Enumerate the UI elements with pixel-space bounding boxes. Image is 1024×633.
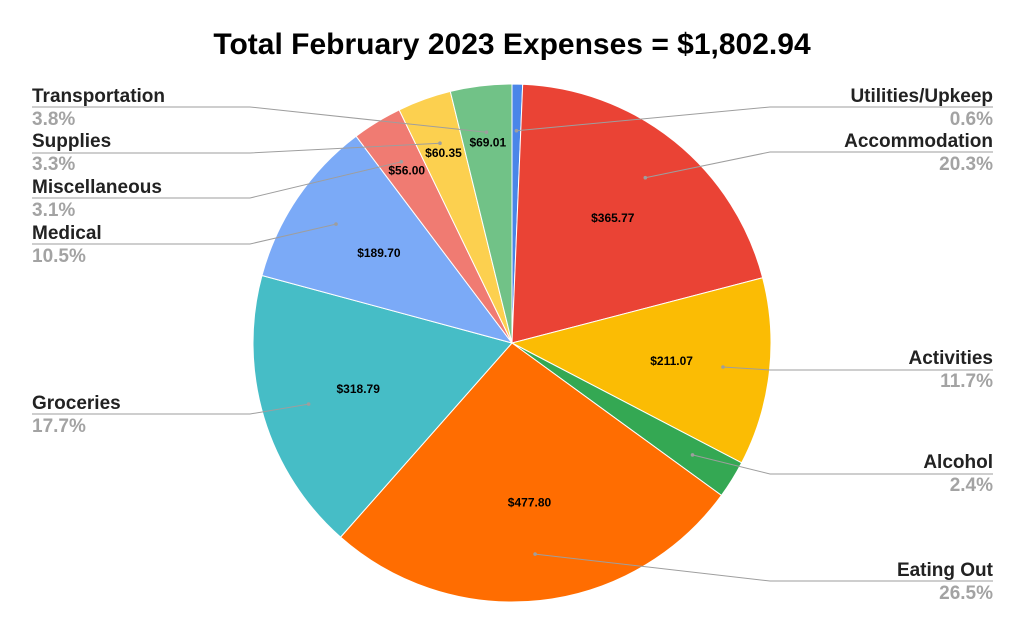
leader-dot-utilities-upkeep — [514, 128, 519, 133]
leader-dot-transportation — [484, 130, 489, 134]
legend-item-transportation: Transportation 3.8% — [32, 85, 262, 131]
chart-title: Total February 2023 Expenses = $1,802.94 — [213, 28, 811, 61]
pie-slice-transportation — [449, 83, 513, 344]
legend-item-activities: Activities 11.7% — [763, 347, 993, 393]
legend-item-accommodation: Accommodation 20.3% — [763, 130, 993, 176]
legend-label: Eating Out — [896, 560, 993, 581]
slice-value-label-supplies: $60.35 — [425, 146, 462, 160]
legend-percent: 17.7% — [32, 416, 86, 437]
leader-line-accommodation — [645, 151, 993, 179]
legend-percent: 3.3% — [32, 154, 76, 175]
leader-lines — [32, 106, 993, 582]
slice-value-label-eating-out: $477.80 — [508, 496, 552, 510]
legend-item-groceries: Groceries 17.7% — [32, 392, 262, 438]
slice-value-label-activities: $211.07 — [650, 354, 693, 368]
legend-percent: 20.3% — [939, 154, 993, 175]
leader-line-transportation — [32, 106, 487, 133]
leader-line-supplies — [32, 142, 441, 154]
leader-line-utilities-upkeep — [516, 106, 993, 132]
leader-dot-groceries — [306, 402, 311, 406]
legend-item-medical: Medical 10.5% — [32, 222, 262, 268]
legend-label: Alcohol — [923, 452, 993, 473]
legend-label: Activities — [908, 348, 993, 369]
legend-percent: 11.7% — [940, 371, 993, 392]
legend-percent: 3.1% — [32, 200, 76, 221]
legend-item-eating-out: Eating Out 26.5% — [763, 559, 993, 605]
legend-label: Medical — [32, 223, 102, 244]
legend-percent: 3.8% — [32, 109, 76, 130]
leader-dot-medical — [334, 222, 338, 226]
legend-label: Groceries — [32, 393, 121, 414]
leader-dot-miscellaneous — [399, 160, 404, 164]
slice-value-label-medical: $189.70 — [357, 246, 401, 260]
slice-value-label-miscellaneous: $56.00 — [388, 164, 425, 178]
slice-value-labels: $365.77 $211.07 $477.80 $318.79 $189.70 $56.0… — [337, 135, 694, 509]
pie-slices — [252, 83, 772, 603]
legend-label: Accommodation — [844, 131, 993, 152]
leader-line-groceries — [32, 403, 309, 415]
leader-dot-alcohol — [690, 453, 695, 457]
pie-slice-eating-out — [339, 342, 723, 603]
leader-line-alcohol — [692, 454, 993, 475]
leader-dot-supplies — [438, 141, 442, 145]
leader-dot-eating-out — [533, 552, 537, 556]
legend-item-miscellaneous: Miscellaneous 3.1% — [32, 176, 262, 222]
legend-percent: 26.5% — [939, 583, 993, 604]
leader-line-miscellaneous — [32, 161, 402, 199]
legend-percent: 0.6% — [949, 109, 993, 130]
leader-dot-accommodation — [643, 175, 648, 180]
legend-label: Miscellaneous — [32, 177, 162, 198]
slice-value-label-transportation: $69.01 — [469, 135, 506, 149]
leader-line-activities — [722, 366, 993, 371]
legend-label: Supplies — [32, 131, 112, 152]
leader-line-eating-out — [535, 553, 993, 582]
legend-item-alcohol: Alcohol 2.4% — [763, 451, 993, 497]
pie-slice-medical — [261, 135, 514, 344]
legend-percent: 2.4% — [949, 475, 993, 496]
slice-value-label-accommodation: $365.77 — [591, 211, 635, 225]
legend-item-utilities-upkeep: Utilities/Upkeep 0.6% — [763, 85, 993, 131]
pie-slice-accommodation — [511, 83, 764, 344]
legend-item-supplies: Supplies 3.3% — [32, 130, 262, 176]
leader-dot-activities — [721, 365, 725, 369]
slice-value-label-groceries: $318.79 — [337, 382, 381, 396]
pie-slice-groceries — [252, 274, 513, 538]
legend-label: Utilities/Upkeep — [850, 86, 993, 107]
legend-percent: 10.5% — [32, 246, 86, 267]
pie-slice-activities — [510, 277, 772, 464]
leader-line-medical — [32, 223, 337, 245]
legend-label: Transportation — [32, 86, 166, 107]
